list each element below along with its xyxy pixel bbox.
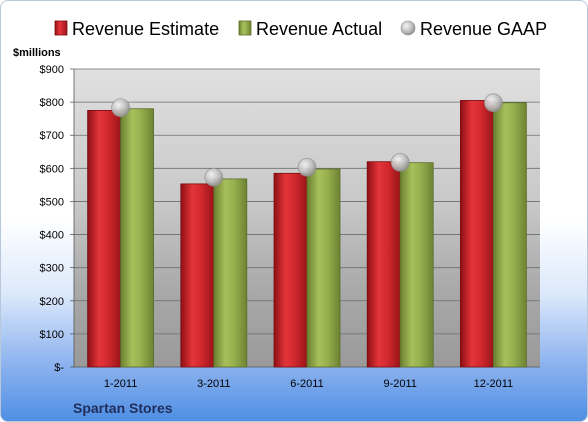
marker-revenue-gaap — [204, 167, 224, 187]
bar-revenue-estimate — [273, 172, 308, 368]
legend-label-revenue-estimate: Revenue Estimate — [72, 19, 219, 39]
x-tick-label: 6-2011 — [290, 378, 323, 390]
y-tick-label: $500 — [40, 196, 64, 208]
y-tick-label: $700 — [40, 130, 64, 142]
legend-marker-revenue-gaap — [400, 20, 416, 36]
y-tick-label: $- — [54, 362, 64, 374]
bar-revenue-actual — [306, 168, 341, 368]
marker-revenue-gaap — [111, 98, 130, 118]
legend-label-revenue-gaap: Revenue GAAP — [420, 19, 547, 39]
marker-revenue-gaap — [297, 158, 317, 177]
company-name: Spartan Stores — [73, 400, 173, 416]
y-tick-label: $300 — [40, 263, 64, 275]
legend: Revenue Estimate Revenue Actual Revenue … — [54, 19, 547, 39]
x-tick-label: 3-2011 — [197, 378, 230, 390]
bars — [87, 100, 527, 368]
bar-revenue-actual — [213, 178, 248, 368]
x-tick-label: 12-2011 — [474, 378, 514, 390]
legend-swatch-revenue-estimate — [54, 20, 68, 36]
bar-revenue-estimate — [459, 100, 494, 368]
y-tick-label: $800 — [40, 97, 64, 109]
x-tick-label: 1-2011 — [104, 378, 137, 390]
y-tick-label: $200 — [40, 296, 64, 308]
legend-swatch-revenue-actual — [238, 20, 252, 36]
bar-revenue-actual — [399, 162, 434, 368]
x-axis: 1-2011 3-2011 6-2011 9-2011 12-2011 — [104, 378, 513, 390]
bar-revenue-actual — [120, 108, 154, 368]
marker-revenue-gaap — [390, 153, 410, 172]
legend-label-revenue-actual: Revenue Actual — [256, 19, 382, 39]
bar-revenue-estimate — [366, 161, 401, 368]
y-tick-label: $600 — [40, 163, 64, 175]
x-tick-label: 9-2011 — [383, 378, 416, 390]
bar-revenue-estimate — [87, 109, 121, 368]
y-tick-label: $900 — [40, 64, 64, 76]
marker-revenue-gaap — [484, 93, 503, 113]
y-tick-label: $400 — [40, 230, 64, 242]
unit-label: $millions — [13, 47, 61, 59]
y-tick-label: $100 — [40, 329, 64, 341]
gaap-markers — [111, 93, 503, 187]
bar-revenue-estimate — [180, 183, 215, 368]
bar-revenue-actual — [492, 102, 527, 368]
